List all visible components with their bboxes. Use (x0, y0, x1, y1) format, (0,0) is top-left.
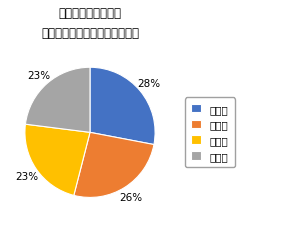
Wedge shape (90, 68, 155, 145)
Wedge shape (74, 133, 154, 198)
Text: 23%: 23% (15, 171, 38, 181)
Text: 葉しょうが作付面積: 葉しょうが作付面積 (58, 7, 122, 20)
Text: 23%: 23% (28, 70, 51, 80)
Wedge shape (26, 68, 90, 133)
Text: 26%: 26% (120, 192, 143, 202)
Text: 全国に占める割合（令和２年）: 全国に占める割合（令和２年） (41, 27, 139, 40)
Legend: 静岡県, 千葉県, 埼玉県, その他: 静岡県, 千葉県, 埼玉県, その他 (185, 98, 235, 167)
Wedge shape (25, 125, 90, 196)
Text: 28%: 28% (138, 79, 161, 89)
